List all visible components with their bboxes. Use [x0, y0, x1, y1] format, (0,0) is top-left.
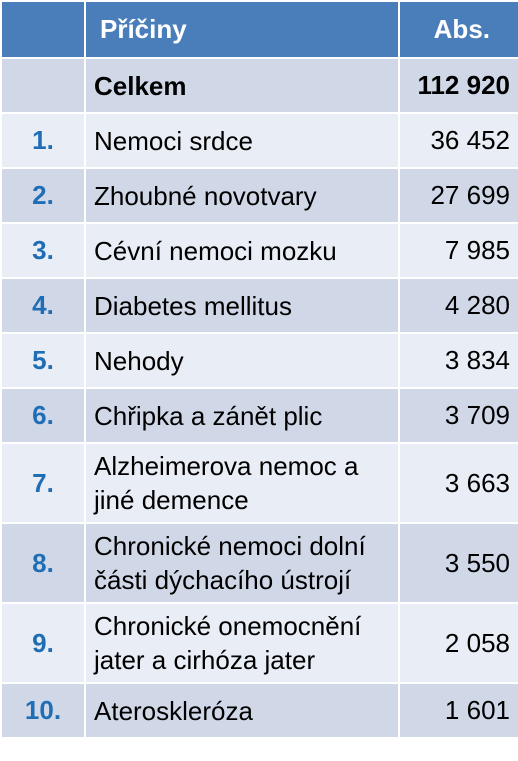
row-value: 1 601 — [398, 682, 518, 739]
row-rank: 9. — [0, 602, 86, 684]
causes-of-death-table: Příčiny Abs. Celkem 112 920 1. Nemoci sr… — [0, 0, 518, 739]
table-row: 3. Cévní nemoci mozku 7 985 — [0, 222, 518, 279]
row-value: 3 709 — [398, 387, 518, 444]
row-value: 7 985 — [398, 222, 518, 279]
cause-header: Příčiny — [84, 0, 400, 59]
row-rank: 10. — [0, 682, 86, 739]
row-cause: Ateroskleróza — [84, 682, 400, 739]
row-cause: Alzheimerova nemoc a jiné demence — [84, 442, 400, 524]
row-value: 3 663 — [398, 442, 518, 524]
row-cause: Chřipka a zánět plic — [84, 387, 400, 444]
row-rank: 2. — [0, 167, 86, 224]
table-row: 8. Chronické nemoci dolní části dýchacíh… — [0, 522, 518, 604]
row-value: 3 834 — [398, 332, 518, 389]
header-row: Příčiny Abs. — [0, 0, 518, 59]
table-row: 1. Nemoci srdce 36 452 — [0, 112, 518, 169]
table-row: 10. Ateroskleróza 1 601 — [0, 682, 518, 739]
row-value: 27 699 — [398, 167, 518, 224]
total-label: Celkem — [84, 57, 400, 114]
table-row: 5. Nehody 3 834 — [0, 332, 518, 389]
total-rank-cell — [0, 57, 86, 114]
table-row: 7. Alzheimerova nemoc a jiné demence 3 6… — [0, 442, 518, 524]
row-rank: 8. — [0, 522, 86, 604]
row-value: 36 452 — [398, 112, 518, 169]
row-cause: Diabetes mellitus — [84, 277, 400, 334]
row-rank: 6. — [0, 387, 86, 444]
row-value: 2 058 — [398, 602, 518, 684]
table-row: 4. Diabetes mellitus 4 280 — [0, 277, 518, 334]
row-rank: 1. — [0, 112, 86, 169]
row-cause: Nehody — [84, 332, 400, 389]
abs-header: Abs. — [398, 0, 518, 59]
total-row: Celkem 112 920 — [0, 57, 518, 114]
table-row: 6. Chřipka a zánět plic 3 709 — [0, 387, 518, 444]
row-cause: Cévní nemoci mozku — [84, 222, 400, 279]
row-rank: 5. — [0, 332, 86, 389]
row-rank: 4. — [0, 277, 86, 334]
row-cause: Zhoubné novotvary — [84, 167, 400, 224]
row-rank: 3. — [0, 222, 86, 279]
rank-header — [0, 0, 86, 59]
row-value: 3 550 — [398, 522, 518, 604]
table-row: 9. Chronické onemocnění jater a cirhóza … — [0, 602, 518, 684]
row-cause: Chronické onemocnění jater a cirhóza jat… — [84, 602, 400, 684]
table-row: 2. Zhoubné novotvary 27 699 — [0, 167, 518, 224]
row-cause: Nemoci srdce — [84, 112, 400, 169]
row-cause: Chronické nemoci dolní části dýchacího ú… — [84, 522, 400, 604]
row-value: 4 280 — [398, 277, 518, 334]
total-value: 112 920 — [398, 57, 518, 114]
row-rank: 7. — [0, 442, 86, 524]
